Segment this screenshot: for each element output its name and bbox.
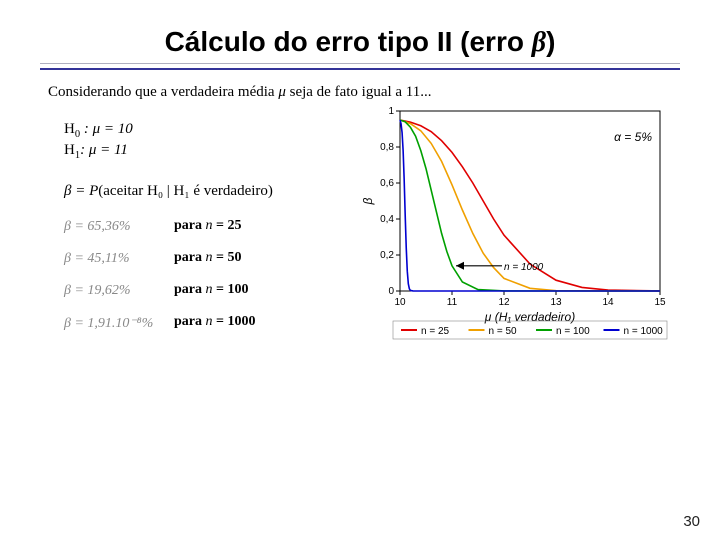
para-text: para n = 1000 [174,314,255,330]
slide-number: 30 [683,513,700,530]
beta-row: β = 1,91.10⁻⁸%para n = 1000 [64,314,364,330]
svg-text:β: β [361,197,375,205]
title-beta: β [532,27,546,58]
svg-text:n = 100: n = 100 [556,326,590,337]
svg-text:μ (H₁ verdadeiro): μ (H₁ verdadeiro) [484,310,575,324]
intro-post: seja de fato igual a 11... [286,84,432,100]
title-underline [40,63,680,70]
svg-text:12: 12 [498,297,510,308]
svg-text:0,8: 0,8 [380,142,394,153]
svg-text:1: 1 [388,106,394,117]
title-pre: Cálculo do erro tipo II (erro [165,26,532,57]
svg-text:0,2: 0,2 [380,250,394,261]
svg-text:n = 1000: n = 1000 [504,262,544,273]
svg-text:n = 25: n = 25 [421,326,450,337]
hypothesis-h0: H0 : μ = 10 [64,121,364,140]
beta-row: β = 65,36%para n = 25 [64,218,364,234]
svg-text:14: 14 [602,297,614,308]
hypothesis-h1: H1: μ = 11 [64,142,364,161]
intro-mu: μ [278,84,286,100]
beta-value: β = 65,36% [64,219,174,233]
intro-line: Considerando que a verdadeira média μ se… [0,70,720,101]
svg-text:11: 11 [447,297,458,308]
svg-text:α = 5%: α = 5% [614,130,652,144]
svg-text:n = 50: n = 50 [489,326,518,337]
title-post: ) [546,26,555,57]
beta-row: β = 45,11%para n = 50 [64,250,364,266]
beta-definition: β = P(aceitar H₀ | H₁ é verdadeiro) [64,183,364,200]
h0-rest: : μ = 10 [80,121,133,137]
svg-text:0: 0 [388,286,394,297]
svg-text:13: 13 [550,297,562,308]
para-text: para n = 25 [174,218,241,234]
beta-value: β = 45,11% [64,251,174,265]
svg-text:0,4: 0,4 [380,214,394,225]
para-text: para n = 100 [174,282,248,298]
beta-value: β = 1,91.10⁻⁸% [64,315,174,329]
h1-rest: : μ = 11 [80,142,128,158]
left-column: H0 : μ = 10 H1: μ = 11 β = P(aceitar H₀ … [64,121,364,330]
beta-row: β = 19,62%para n = 100 [64,282,364,298]
svg-text:15: 15 [654,297,666,308]
para-text: para n = 50 [174,250,241,266]
beta-value: β = 19,62% [64,283,174,297]
svg-text:10: 10 [394,297,406,308]
beta-chart: 0 0,2 0,4 0,6 0,8 1 10 11 12 13 14 15 β μ (H₁ verdade… [360,101,680,351]
beta-arg: (aceitar H₀ | H₁ é verdadeiro) [98,183,273,199]
svg-text:n = 1000: n = 1000 [624,326,664,337]
svg-text:0,6: 0,6 [380,178,394,189]
title-block: Cálculo do erro tipo II (erro β) [0,0,720,59]
intro-pre: Considerando que a verdadeira média [48,84,278,100]
